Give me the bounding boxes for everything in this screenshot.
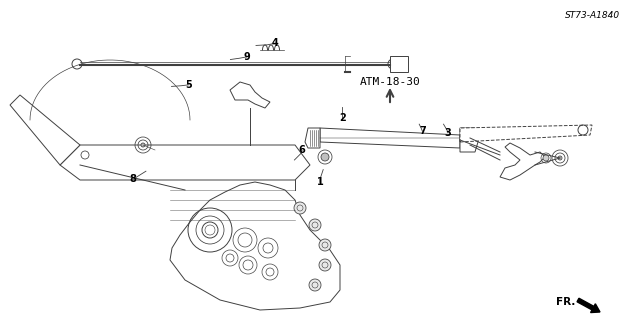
FancyArrow shape [577, 298, 600, 313]
Circle shape [72, 59, 82, 69]
Polygon shape [500, 143, 545, 180]
Polygon shape [460, 125, 592, 142]
Circle shape [319, 239, 331, 251]
Text: 1: 1 [317, 177, 323, 188]
Circle shape [309, 279, 321, 291]
Polygon shape [60, 145, 310, 180]
Text: 3: 3 [445, 128, 451, 138]
Polygon shape [460, 128, 478, 152]
Polygon shape [320, 128, 460, 148]
Circle shape [309, 219, 321, 231]
Polygon shape [10, 95, 80, 165]
Circle shape [321, 153, 329, 161]
Bar [390, 56, 408, 72]
Text: 4: 4 [272, 38, 278, 48]
Circle shape [319, 259, 331, 271]
Text: 5: 5 [186, 80, 192, 90]
Text: 8: 8 [130, 174, 136, 184]
Polygon shape [230, 82, 270, 108]
Polygon shape [170, 182, 340, 310]
Text: 6: 6 [299, 145, 305, 156]
Circle shape [294, 202, 306, 214]
Polygon shape [305, 128, 320, 148]
Text: FR.: FR. [556, 297, 575, 307]
Text: 7: 7 [419, 126, 426, 136]
Circle shape [388, 59, 398, 69]
Circle shape [543, 155, 549, 161]
Text: ST73-A1840: ST73-A1840 [565, 11, 620, 20]
Text: 9: 9 [243, 52, 250, 62]
Text: ATM-18-30: ATM-18-30 [360, 77, 420, 87]
Text: 2: 2 [339, 113, 346, 124]
Circle shape [558, 156, 562, 160]
Circle shape [141, 143, 145, 147]
